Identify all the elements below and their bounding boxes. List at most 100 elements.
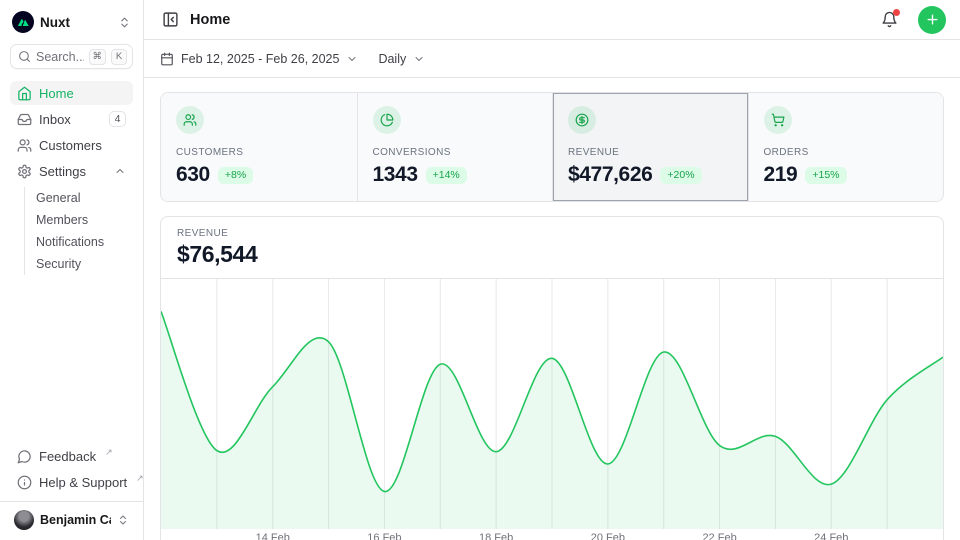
chart-kpi-value: $76,544 bbox=[177, 241, 258, 267]
dollar-circle-icon bbox=[575, 113, 589, 127]
footer-link-label: Help & Support bbox=[39, 474, 128, 490]
stat-delta-badge: +8% bbox=[217, 166, 254, 184]
sidebar-footer-links: Feedback ↗ Help & Support ↗ bbox=[10, 444, 144, 494]
plus-icon bbox=[926, 14, 938, 25]
user-name: Benjamin Canac bbox=[40, 513, 111, 527]
sidebar-item-settings[interactable]: Settings bbox=[10, 159, 133, 183]
footer-link-label: Feedback bbox=[39, 448, 97, 464]
stats-grid: CUSTOMERS 630 +8% CONVERSIONS 1343 +14% … bbox=[160, 92, 944, 202]
avatar bbox=[14, 510, 34, 530]
x-tick-label: 14 Feb bbox=[255, 532, 290, 540]
user-menu[interactable]: Benjamin Canac bbox=[10, 508, 133, 532]
revenue-chart-card: REVENUE $76,544 14 Feb 16 Feb 18 Feb 20 Feb… bbox=[160, 216, 944, 540]
sidebar-collapse-button[interactable] bbox=[160, 9, 181, 30]
external-link-icon: ↗ bbox=[136, 473, 144, 483]
sidebar-item-label: Home bbox=[39, 85, 74, 101]
submenu-label: Security bbox=[36, 257, 82, 271]
sidebar-item-label: Customers bbox=[39, 137, 102, 153]
sidebar-item-inbox[interactable]: Inbox 4 bbox=[10, 107, 133, 131]
stat-label: CUSTOMERS bbox=[176, 147, 244, 158]
sidebar-item-general[interactable]: General bbox=[36, 187, 133, 209]
page-header: Home bbox=[144, 0, 960, 40]
submenu-label: Members bbox=[36, 213, 89, 227]
external-link-icon: ↗ bbox=[105, 447, 113, 457]
stat-value: 219 bbox=[763, 163, 798, 186]
nuxt-logo-icon bbox=[12, 11, 34, 33]
stat-card-customers[interactable]: CUSTOMERS 630 +8% bbox=[161, 93, 357, 201]
stat-value: 1343 bbox=[372, 163, 419, 186]
bell-icon bbox=[882, 11, 897, 28]
sidebar-item-security[interactable]: Security bbox=[36, 253, 133, 275]
info-icon bbox=[17, 475, 32, 489]
area-fill bbox=[161, 311, 943, 529]
sidebar-item-label: Settings bbox=[39, 163, 86, 179]
sidebar-nav: Home Inbox 4 Customers Settings General … bbox=[10, 81, 133, 275]
notification-dot bbox=[893, 9, 900, 16]
help-support-link[interactable]: Help & Support ↗ bbox=[10, 470, 144, 494]
sidebar-item-members[interactable]: Members bbox=[36, 209, 133, 231]
period-select[interactable]: Daily bbox=[378, 52, 425, 66]
search-icon bbox=[19, 51, 30, 62]
stat-label: ORDERS bbox=[763, 147, 809, 158]
inbox-icon bbox=[17, 113, 32, 125]
stat-label: REVENUE bbox=[568, 147, 620, 158]
users-icon bbox=[183, 114, 197, 126]
stat-delta-badge: +14% bbox=[425, 166, 467, 184]
x-tick-label: 18 Feb bbox=[479, 532, 514, 540]
panel-left-close-icon bbox=[163, 12, 178, 27]
main-area: Home Feb 12, 2025 - Feb 26, 2025 Daily C… bbox=[144, 0, 960, 540]
inbox-count-badge: 4 bbox=[109, 111, 126, 127]
stat-card-conversions[interactable]: CONVERSIONS 1343 +14% bbox=[356, 93, 552, 201]
x-tick-label: 20 Feb bbox=[590, 532, 625, 540]
notifications-button[interactable] bbox=[878, 8, 901, 31]
calendar-icon bbox=[161, 52, 173, 65]
stat-card-revenue[interactable]: REVENUE $477,626 +20% bbox=[552, 93, 748, 201]
submenu-label: Notifications bbox=[36, 235, 105, 249]
filter-toolbar: Feb 12, 2025 - Feb 26, 2025 Daily bbox=[144, 40, 960, 78]
sidebar-spacer bbox=[10, 275, 133, 432]
sidebar-item-label: Inbox bbox=[39, 111, 71, 127]
chevron-down-icon bbox=[348, 56, 356, 61]
users-icon bbox=[17, 138, 32, 152]
workspace-name: Nuxt bbox=[40, 14, 70, 30]
chevrons-up-down-icon bbox=[121, 17, 128, 27]
x-tick-label: 16 Feb bbox=[367, 532, 402, 540]
x-tick-label: 24 Feb bbox=[814, 532, 849, 540]
kbd-k: K bbox=[111, 48, 127, 65]
chart-header: REVENUE $76,544 bbox=[161, 217, 943, 279]
gear-icon bbox=[18, 164, 31, 178]
submenu-label: General bbox=[36, 191, 81, 205]
stat-delta-badge: +20% bbox=[660, 166, 702, 184]
revenue-line bbox=[161, 311, 943, 493]
x-tick-label: 22 Feb bbox=[702, 532, 737, 540]
chevrons-up-down-icon bbox=[120, 515, 126, 525]
stat-label: CONVERSIONS bbox=[372, 147, 451, 158]
search-field[interactable]: ⌘ K bbox=[10, 44, 133, 69]
message-circle-icon bbox=[17, 449, 31, 463]
revenue-area-chart[interactable] bbox=[161, 279, 943, 529]
sidebar-item-customers[interactable]: Customers bbox=[10, 133, 133, 157]
feedback-link[interactable]: Feedback ↗ bbox=[10, 444, 133, 468]
home-icon bbox=[18, 86, 31, 100]
sidebar-divider bbox=[0, 501, 143, 502]
shopping-cart-icon bbox=[771, 113, 784, 127]
sidebar-item-home[interactable]: Home bbox=[10, 81, 133, 105]
period-label: Daily bbox=[378, 51, 407, 66]
sidebar: Nuxt ⌘ K Home Inbox 4 Customers Settings… bbox=[0, 0, 144, 540]
stat-delta-badge: +15% bbox=[805, 166, 847, 184]
date-range-label: Feb 12, 2025 - Feb 26, 2025 bbox=[181, 51, 340, 66]
workspace-switcher[interactable]: Nuxt bbox=[10, 10, 133, 34]
chart-x-axis: 14 Feb 16 Feb 18 Feb 20 Feb 22 Feb 24 Feb bbox=[161, 529, 943, 540]
stat-value: 630 bbox=[176, 163, 210, 186]
stat-value: $477,626 bbox=[568, 163, 653, 186]
chevron-up-icon bbox=[116, 169, 124, 173]
sidebar-item-notifications[interactable]: Notifications bbox=[36, 231, 133, 253]
add-button[interactable] bbox=[918, 5, 946, 34]
search-input[interactable] bbox=[36, 49, 84, 64]
content: CUSTOMERS 630 +8% CONVERSIONS 1343 +14% … bbox=[144, 78, 960, 540]
chevron-down-icon bbox=[415, 56, 423, 61]
stat-card-orders[interactable]: ORDERS 219 +15% bbox=[747, 93, 943, 201]
date-range-picker[interactable]: Feb 12, 2025 - Feb 26, 2025 bbox=[160, 52, 358, 66]
settings-submenu: General Members Notifications Security bbox=[24, 187, 133, 275]
kbd-meta: ⌘ bbox=[88, 48, 106, 65]
